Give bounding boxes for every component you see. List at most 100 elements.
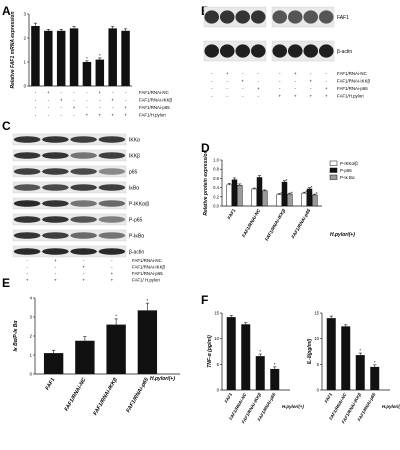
f1-bar: [270, 368, 280, 390]
a-mark: +: [47, 90, 50, 95]
b-band: [235, 44, 251, 58]
c-band: [98, 184, 126, 191]
c-mark: -: [83, 258, 85, 263]
b-mark: -: [279, 86, 281, 91]
f2-bar: [370, 366, 380, 390]
c-band-label: IKKα: [129, 137, 140, 143]
d-bar: [301, 192, 307, 207]
b-band: [250, 44, 266, 58]
c-band: [98, 152, 126, 159]
b-blot-strip: [203, 40, 267, 62]
c-band-label: P-IKKα/β: [129, 201, 149, 207]
c-mark: +: [54, 278, 57, 283]
a-mark: -: [112, 90, 114, 95]
d-y-tick-label: 0.8: [213, 167, 219, 172]
b-mark: +: [325, 94, 328, 99]
b-mark: -: [310, 71, 312, 76]
b-band: [303, 44, 319, 58]
a-significance-mark: *: [86, 56, 88, 61]
b-mark: -: [295, 79, 297, 84]
d-category-label: FAF1/RNAi-p65: [290, 208, 311, 240]
a-mark: -: [60, 113, 62, 118]
c-band: [98, 248, 126, 255]
c-band-label: β-actin: [129, 249, 144, 255]
e-bar: [75, 340, 95, 374]
c-mark: -: [111, 265, 113, 270]
a-row-label: FAF1/RNAi-p65: [139, 105, 170, 110]
a-row-label: FAF1/RNAi-NC: [139, 90, 169, 95]
e-y-tick-label: 2: [30, 334, 33, 339]
c-band: [98, 232, 126, 239]
c-band: [13, 200, 41, 207]
d-bar: [287, 193, 293, 207]
b-row-label: FAF1/RNAi-IKKβ: [337, 79, 370, 84]
f1-bar: [241, 324, 251, 390]
c-band: [42, 184, 69, 191]
panel-d-chart: 0.0 0.2 0.4 0.6 0.8 1.0 Relative protein expre…: [203, 150, 358, 241]
b-mark: -: [242, 94, 244, 99]
f2-significance-mark: *: [359, 348, 361, 353]
c-band-label: IKKβ: [129, 153, 140, 159]
c-band: [70, 168, 97, 175]
c-band: [13, 152, 41, 159]
a-mark: -: [48, 105, 50, 110]
c-mark: -: [111, 258, 113, 263]
d-y-tick-label: 1.0: [213, 158, 219, 163]
d-significance-mark: *: [286, 178, 288, 183]
c-row-label: FAF1/RNAi-NC: [132, 258, 162, 263]
c-band: [98, 216, 126, 223]
c-band: [70, 232, 97, 239]
a-y-tick-label: 3: [24, 12, 27, 17]
b-mark: +: [309, 79, 312, 84]
d-bar: [306, 188, 313, 207]
c-band-label: P-p65: [129, 217, 143, 223]
f2-bar: [326, 318, 336, 390]
a-y-tick-label: 0: [24, 84, 27, 89]
f2-bar: [341, 326, 351, 390]
a-mark: -: [60, 105, 62, 110]
b-band: [272, 44, 288, 58]
d-bar: [231, 179, 238, 207]
panel-label-c: C: [2, 119, 11, 133]
f1-bar: [226, 317, 236, 390]
a-mark: -: [35, 90, 37, 95]
d-category-label: FAF1: [226, 208, 236, 221]
d-significance-mark: *: [316, 191, 318, 196]
c-band: [42, 152, 69, 159]
a-mark: +: [124, 113, 127, 118]
c-band: [13, 184, 41, 191]
f1-category-label: FAF1: [223, 392, 233, 404]
a-mark: -: [125, 90, 127, 95]
a-mark: -: [35, 105, 37, 110]
f1-significance-mark: *: [259, 349, 261, 354]
d-bar: [237, 185, 243, 207]
a-mark: -: [73, 90, 75, 95]
f2-y-tick-label: 0: [317, 388, 320, 393]
a-mark: -: [60, 90, 62, 95]
e-y-tick-label: 0: [30, 372, 33, 377]
a-mark: +: [111, 98, 114, 103]
f2-y-tick-label: 15: [314, 311, 319, 316]
d-y-tick-label: 0.4: [213, 185, 219, 190]
a-mark: -: [99, 105, 101, 110]
b-blot-strip: [203, 6, 267, 28]
c-band: [13, 136, 41, 143]
f2-y-tick-label: 10: [314, 336, 319, 341]
b-band: [219, 10, 235, 24]
d-bar: [281, 181, 288, 207]
f2-x-axis-title: H.pylori(+): [382, 404, 400, 409]
b-band: [318, 10, 334, 24]
b-mark: +: [278, 94, 281, 99]
b-mark: -: [295, 86, 297, 91]
a-mark: -: [48, 98, 50, 103]
c-mark: -: [26, 258, 28, 263]
a-mark: +: [60, 98, 63, 103]
a-mark: -: [86, 90, 88, 95]
b-mark: +: [294, 71, 297, 76]
c-band: [42, 200, 69, 207]
a-row-label: FAF1/H.pylori: [139, 113, 166, 118]
panel-label-f: F: [201, 293, 208, 307]
a-mark: -: [125, 98, 127, 103]
